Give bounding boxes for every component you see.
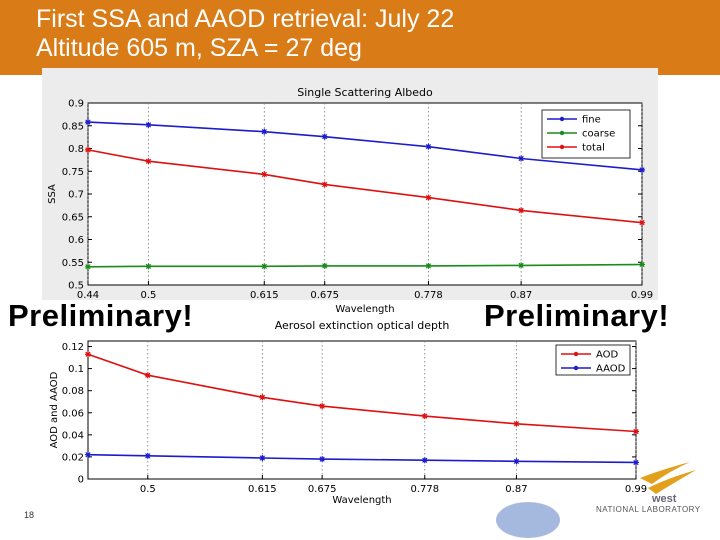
ssa-point-total bbox=[639, 219, 645, 226]
aod-point-AOD bbox=[259, 394, 266, 401]
ssa-point-coarse bbox=[145, 263, 152, 270]
aod-legend-label-AAOD: AAOD bbox=[596, 364, 626, 375]
aod-ytick-label: 0.12 bbox=[62, 342, 84, 353]
lab-logo-swoosh-icon bbox=[640, 462, 690, 484]
aod-point-AOD bbox=[319, 403, 326, 410]
title-bar: First SSA and AAOD retrieval: July 22 Al… bbox=[0, 0, 720, 75]
aod-y-axis-label: AOD and AAOD bbox=[49, 371, 60, 448]
preliminary-watermark-right: Preliminary! bbox=[484, 298, 670, 333]
ssa-point-total bbox=[145, 158, 152, 165]
ssa-ytick-label: 0.55 bbox=[62, 258, 84, 269]
slide-title-line1: First SSA and AAOD retrieval: July 22 bbox=[36, 5, 455, 33]
aod-legend-box bbox=[555, 344, 631, 376]
ssa-point-coarse bbox=[85, 263, 91, 270]
ssa-point-coarse bbox=[425, 262, 432, 269]
aod-xtick-label: 0.778 bbox=[410, 484, 439, 495]
ssa-ytick-label: 0.6 bbox=[68, 235, 84, 246]
ssa-xtick-label: 0.99 bbox=[631, 290, 653, 301]
ssa-legend-marker-total bbox=[559, 144, 565, 150]
ssa-legend-label-coarse: coarse bbox=[582, 129, 615, 140]
ssa-ytick-label: 0.8 bbox=[68, 144, 84, 155]
ssa-point-coarse bbox=[321, 262, 328, 269]
aod-point-AAOD bbox=[144, 452, 151, 459]
aod-ytick-label: 0.06 bbox=[62, 408, 84, 419]
ssa-point-total bbox=[518, 207, 525, 214]
ssa-ytick-label: 0.9 bbox=[68, 99, 84, 110]
aod-legend-marker-AAOD bbox=[573, 365, 579, 371]
ssa-xtick-label: 0.615 bbox=[250, 290, 279, 301]
ssa-point-total bbox=[85, 146, 91, 153]
aod-point-AOD bbox=[144, 372, 151, 379]
lab-name: NATIONAL LABORATORY bbox=[596, 505, 701, 514]
ssa-legend-label-fine: fine bbox=[582, 115, 601, 126]
aod-legend-marker-AOD bbox=[573, 351, 579, 357]
ssa-ytick-label: 0.65 bbox=[62, 212, 84, 223]
aod-ytick-label: 0.08 bbox=[62, 386, 84, 397]
aod-xtick-label: 0.5 bbox=[140, 484, 156, 495]
lab-name-fragment: west bbox=[652, 493, 677, 505]
ssa-legend-box bbox=[541, 109, 631, 159]
ssa-point-fine bbox=[639, 166, 645, 173]
ssa-chart-title: Single Scattering Albedo bbox=[297, 86, 433, 99]
aod-point-AOD bbox=[85, 351, 91, 358]
ssa-point-total bbox=[261, 171, 268, 178]
aod-point-AAOD bbox=[85, 451, 91, 458]
ssa-xtick-label: 0.778 bbox=[414, 290, 443, 301]
ssa-point-fine bbox=[145, 121, 152, 128]
ssa-point-coarse bbox=[261, 263, 268, 270]
ssa-point-coarse bbox=[518, 262, 525, 269]
aod-point-AOD bbox=[633, 428, 639, 435]
ssa-ytick-label: 0.7 bbox=[68, 190, 84, 201]
ssa-xtick-label: 0.87 bbox=[510, 290, 532, 301]
ssa-x-axis-label: Wavelength bbox=[335, 304, 394, 315]
ssa-point-total bbox=[425, 194, 432, 201]
ssa-point-fine bbox=[321, 133, 328, 140]
aod-xtick-label: 0.615 bbox=[248, 484, 277, 495]
preliminary-watermark-left: Preliminary! bbox=[8, 298, 194, 333]
aod-point-AAOD bbox=[513, 458, 520, 465]
aod-ytick-label: 0 bbox=[78, 475, 84, 486]
aod-point-AOD bbox=[513, 420, 520, 427]
lab-logo-swoosh2-icon bbox=[648, 470, 696, 494]
ssa-y-axis-label: SSA bbox=[47, 184, 58, 204]
aod-point-AAOD bbox=[633, 459, 639, 466]
ssa-point-coarse bbox=[639, 261, 645, 268]
slide-title-line2: Altitude 605 m, SZA = 27 deg bbox=[36, 34, 362, 62]
aod-ytick-label: 0.02 bbox=[62, 452, 84, 463]
ssa-ytick-label: 0.5 bbox=[68, 281, 84, 292]
ssa-ytick-label: 0.85 bbox=[62, 121, 84, 132]
ssa-point-fine bbox=[425, 143, 432, 150]
ssa-legend-marker-fine bbox=[559, 116, 565, 122]
ssa-legend-marker-coarse bbox=[559, 130, 565, 136]
ssa-xtick-label: 0.675 bbox=[310, 290, 339, 301]
aod-xtick-label: 0.99 bbox=[625, 484, 647, 495]
ssa-point-fine bbox=[518, 155, 525, 162]
aod-xtick-label: 0.675 bbox=[308, 484, 337, 495]
aod-point-AAOD bbox=[319, 456, 326, 463]
aod-legend-label-AOD: AOD bbox=[596, 350, 619, 361]
ssa-xtick-label: 0.44 bbox=[77, 290, 99, 301]
aod-x-axis-label: Wavelength bbox=[332, 495, 391, 506]
ssa-point-total bbox=[321, 181, 328, 188]
aod-ytick-label: 0.1 bbox=[68, 364, 84, 375]
aod-xtick-label: 0.87 bbox=[505, 484, 527, 495]
aod-point-AAOD bbox=[259, 455, 266, 462]
aod-chart-title: Aerosol extinction optical depth bbox=[275, 319, 450, 332]
ssa-xtick-label: 0.5 bbox=[140, 290, 156, 301]
lab-logo-globe-icon bbox=[496, 502, 560, 538]
ssa-legend-label-total: total bbox=[582, 143, 605, 154]
ssa-ytick-label: 0.75 bbox=[62, 167, 84, 178]
aod-point-AAOD bbox=[421, 457, 428, 464]
ssa-point-fine bbox=[261, 128, 268, 135]
ssa-point-fine bbox=[85, 119, 91, 126]
aod-point-AOD bbox=[421, 413, 428, 420]
slide-number: 18 bbox=[24, 510, 35, 520]
aod-ytick-label: 0.04 bbox=[62, 430, 84, 441]
